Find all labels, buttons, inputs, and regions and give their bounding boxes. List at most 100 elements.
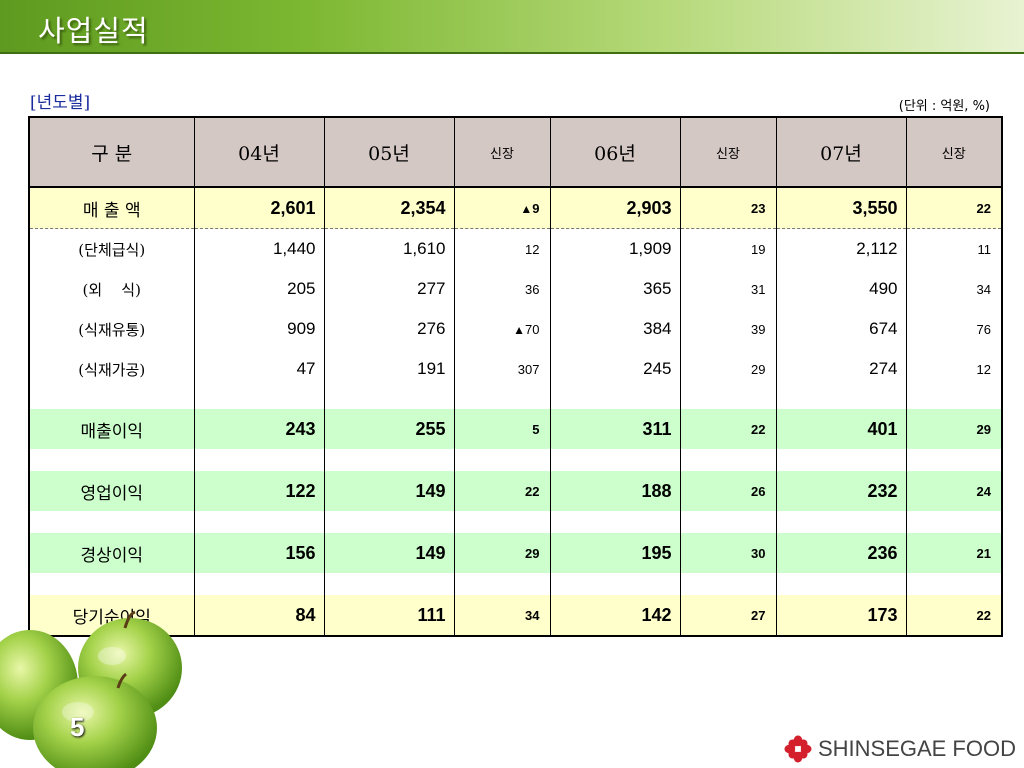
- cell-growth: ▲70: [453, 309, 551, 349]
- cell-value: 156: [193, 533, 325, 573]
- cell-value: 188: [549, 471, 681, 511]
- header-growth-2005: 신장: [453, 116, 551, 188]
- cell-value: 2,601: [193, 187, 325, 229]
- cell-value: 276: [323, 309, 455, 349]
- spacer-row: [28, 573, 1003, 595]
- cell-value: 173: [775, 595, 907, 636]
- title-bar: 사업실적: [0, 0, 1024, 54]
- cell-value: 490: [775, 269, 907, 309]
- cell-value: 1,909: [549, 228, 681, 269]
- cell-value: 191: [323, 349, 455, 389]
- table-row-subcategory: (식재유통) 909 276 ▲70 384 39 674 76: [28, 309, 1003, 349]
- cell-value: 1,610: [323, 228, 455, 269]
- cell-value: 255: [323, 409, 455, 449]
- row-label: 영업이익: [28, 471, 195, 511]
- header-category: 구 분: [28, 116, 195, 188]
- table-header-row: 구 분 04년 05년 신장 06년 신장 07년 신장: [28, 116, 1003, 188]
- cell-growth: 29: [453, 533, 551, 573]
- cell-value: 84: [193, 595, 325, 636]
- row-label: (단체급식): [28, 228, 195, 269]
- cell-value: 274: [775, 349, 907, 389]
- cell-growth: 29: [679, 349, 777, 389]
- table-row-net-income: 당기순이익 84 111 34 142 27 173 22: [28, 595, 1003, 636]
- header-2005: 05년: [323, 116, 455, 188]
- header-growth-2006: 신장: [679, 116, 777, 188]
- cell-value: 2,112: [775, 228, 907, 269]
- cell-value: 401: [775, 409, 907, 449]
- row-label: (외 식): [28, 269, 195, 309]
- cell-value: 122: [193, 471, 325, 511]
- cell-value: 277: [323, 269, 455, 309]
- cell-growth: 19: [679, 228, 777, 269]
- cell-value: 245: [549, 349, 681, 389]
- cell-growth: 12: [453, 228, 551, 269]
- table-row-subcategory: (식재가공) 47 191 307 245 29 274 12: [28, 349, 1003, 389]
- cell-value: 195: [549, 533, 681, 573]
- cell-growth: 26: [679, 471, 777, 511]
- spacer-row: [28, 511, 1003, 533]
- cell-value: 149: [323, 533, 455, 573]
- cell-growth: 24: [905, 471, 1003, 511]
- cell-value: 2,354: [323, 187, 455, 229]
- row-label: 경상이익: [28, 533, 195, 573]
- company-logo: SHINSEGAE FOOD: [784, 735, 1016, 763]
- cell-value: 111: [323, 595, 455, 636]
- cell-value: 149: [323, 471, 455, 511]
- cell-growth: 36: [453, 269, 551, 309]
- cell-growth: 11: [905, 228, 1003, 269]
- row-label: (식재가공): [28, 349, 195, 389]
- decline-marker: ▲: [513, 322, 526, 337]
- cell-value: 365: [549, 269, 681, 309]
- cell-growth: 23: [679, 187, 777, 229]
- cell-value: 47: [193, 349, 325, 389]
- results-table: 구 분 04년 05년 신장 06년 신장 07년 신장 매 출 액 2,601…: [28, 116, 1003, 637]
- cell-growth: 34: [905, 269, 1003, 309]
- spacer-row: [28, 389, 1003, 409]
- cell-growth: 307: [453, 349, 551, 389]
- cell-growth: ▲9: [453, 187, 551, 229]
- header-2006: 06년: [549, 116, 681, 188]
- header-2004: 04년: [193, 116, 325, 188]
- header-growth-2007: 신장: [905, 116, 1003, 188]
- cell-value: 384: [549, 309, 681, 349]
- cell-growth: 12: [905, 349, 1003, 389]
- cell-growth: 5: [453, 409, 551, 449]
- table-row-gross-profit: 매출이익 243 255 5 311 22 401 29: [28, 409, 1003, 449]
- cell-growth: 34: [453, 595, 551, 636]
- unit-note: (단위 : 억원, %): [898, 99, 990, 114]
- apples-decoration: [0, 610, 182, 768]
- cell-value: 311: [549, 409, 681, 449]
- row-label: 매 출 액: [28, 187, 195, 229]
- cell-value: 909: [193, 309, 325, 349]
- cell-value: 236: [775, 533, 907, 573]
- cell-growth: 27: [679, 595, 777, 636]
- cell-value: 243: [193, 409, 325, 449]
- row-label: 매출이익: [28, 409, 195, 449]
- section-subtitle: [년도별]: [30, 93, 91, 113]
- shinsegae-flower-logo-icon: [784, 735, 812, 763]
- cell-value: 205: [193, 269, 325, 309]
- table-row-subcategory: (외 식) 205 277 36 365 31 490 34: [28, 269, 1003, 309]
- cell-growth: 22: [679, 409, 777, 449]
- table-row-operating-profit: 영업이익 122 149 22 188 26 232 24: [28, 471, 1003, 511]
- logo-text: SHINSEGAE FOOD: [817, 736, 1016, 761]
- header-2007: 07년: [775, 116, 907, 188]
- cell-growth: 29: [905, 409, 1003, 449]
- cell-growth: 39: [679, 309, 777, 349]
- cell-growth: 76: [905, 309, 1003, 349]
- cell-value: 3,550: [775, 187, 907, 229]
- cell-value: 2,903: [549, 187, 681, 229]
- cell-growth: 22: [905, 187, 1003, 229]
- page-title: 사업실적: [38, 14, 149, 48]
- cell-growth: 31: [679, 269, 777, 309]
- cell-growth: 22: [905, 595, 1003, 636]
- cell-growth: 21: [905, 533, 1003, 573]
- cell-value: 232: [775, 471, 907, 511]
- page-number: 5: [70, 712, 85, 742]
- table-row-ordinary-profit: 경상이익 156 149 29 195 30 236 21: [28, 533, 1003, 573]
- table-row-subcategory: (단체급식) 1,440 1,610 12 1,909 19 2,112 11: [28, 228, 1003, 269]
- cell-value: 142: [549, 595, 681, 636]
- row-label: (식재유통): [28, 309, 195, 349]
- decline-marker: ▲: [520, 201, 533, 216]
- cell-growth: 30: [679, 533, 777, 573]
